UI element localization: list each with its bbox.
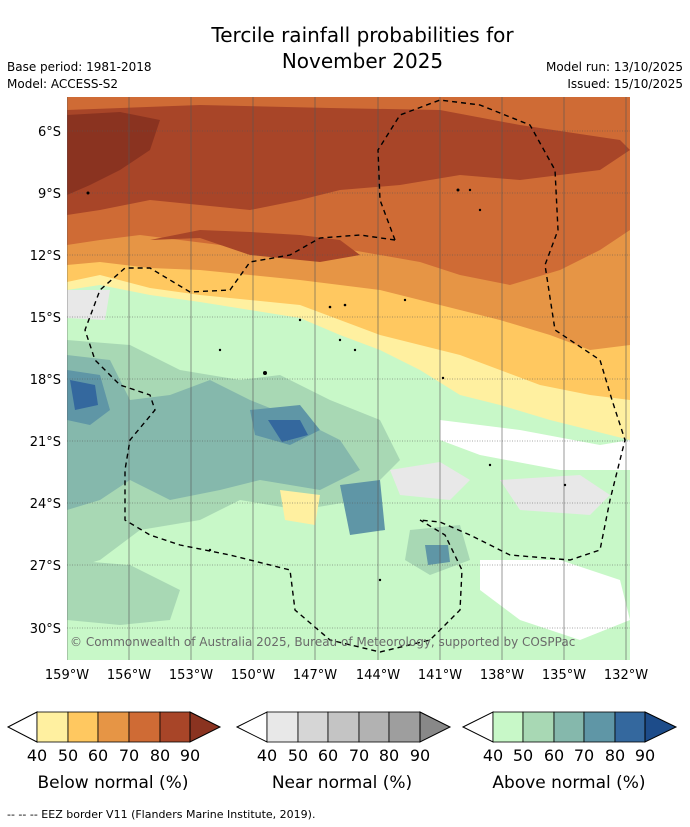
white-area: [480, 560, 630, 640]
colorbar-swatch: [492, 711, 524, 743]
lon-label: 138°W: [480, 668, 524, 683]
colorbar-extend-low: [235, 711, 268, 743]
lon-label: 135°W: [542, 668, 586, 683]
below-normal-40-patch: [280, 490, 320, 525]
colorbars: 40 50 60 70 80 90 Below normal (%) 40 50…: [6, 711, 678, 793]
lat-label: 9°S: [38, 187, 61, 202]
lon-label: 156°W: [107, 668, 151, 683]
below-normal-80-band: [150, 230, 360, 262]
lon-label: 153°W: [169, 668, 213, 683]
colorbar-tick: 90: [180, 746, 200, 765]
lon-label: 132°W: [604, 668, 648, 683]
lon-label: 159°W: [45, 668, 89, 683]
meta-left: Base period: 1981-2018 Model: ACCESS-S2: [7, 59, 152, 93]
lon-label: 141°W: [418, 668, 462, 683]
lat-label: 12°S: [30, 249, 61, 264]
colorbar-above-normal: 40 50 60 70 80 90 Above normal (%): [461, 711, 678, 793]
colorbar-swatch: [358, 711, 390, 743]
colorbar-tick: 60: [318, 746, 338, 765]
colorbar-tick: 60: [544, 746, 564, 765]
colorbar-tick: 80: [150, 746, 170, 765]
colorbar-tick: 40: [27, 746, 47, 765]
white-area: [440, 420, 630, 470]
colorbar-tick: 60: [88, 746, 108, 765]
lat-labels: 6°S 9°S 12°S 15°S 18°S 21°S 24°S 27°S 30…: [30, 125, 61, 637]
colorbar-extend-low: [6, 711, 38, 743]
above-normal-60: [67, 355, 360, 510]
colorbar-extend-high: [419, 711, 452, 743]
colorbar-swatch: [614, 711, 646, 743]
colorbar-extend-high: [644, 711, 678, 743]
colorbar-title: Near normal (%): [272, 773, 412, 793]
copyright-notice: © Commonwealth of Australia 2025, Bureau…: [70, 635, 575, 649]
title-line-2: November 2025: [281, 49, 444, 73]
near-normal-patch: [67, 290, 110, 320]
lat-label: 21°S: [30, 435, 61, 450]
colorbar-title: Above normal (%): [492, 773, 645, 793]
lat-label: 24°S: [30, 497, 61, 512]
colorbar-tick: 50: [58, 746, 78, 765]
above-normal-70: [425, 545, 450, 565]
title-line-1: Tercile rainfall probabilities for: [211, 23, 514, 47]
eez-border-cook-islands: [84, 234, 463, 653]
colorbar-tick: 70: [574, 746, 594, 765]
colorbar-tick: 70: [119, 746, 139, 765]
lat-label: 6°S: [38, 125, 61, 140]
lat-label: 15°S: [30, 311, 61, 326]
lat-label: 27°S: [30, 559, 61, 574]
lon-label: 150°W: [231, 668, 275, 683]
eez-legend-note: -- -- -- EEZ border V11 (Flanders Marine…: [7, 808, 316, 821]
colorbar-swatch: [266, 711, 299, 743]
colorbar-tick: 40: [257, 746, 277, 765]
above-normal-80: [70, 380, 98, 410]
islands: [86, 188, 567, 582]
colorbar-swatch: [583, 711, 616, 743]
meridians: [67, 97, 627, 660]
colorbar-extend-low: [461, 711, 494, 743]
colorbar-tick: 80: [379, 746, 399, 765]
model-name: Model: ACCESS-S2: [7, 77, 119, 91]
lon-label: 144°W: [356, 668, 400, 683]
colorbar-tick: 90: [635, 746, 655, 765]
colorbar-extend-high: [189, 711, 222, 743]
lon-labels: 159°W 156°W 153°W 150°W 147°W 144°W 141°…: [45, 668, 648, 683]
lat-label: 18°S: [30, 373, 61, 388]
colorbar-tick: 70: [349, 746, 369, 765]
near-normal-patch: [390, 462, 470, 500]
colorbar-title: Below normal (%): [38, 773, 189, 793]
colorbar-swatch: [159, 711, 191, 743]
below-normal-80: [67, 105, 630, 215]
colorbar-tick: 50: [288, 746, 308, 765]
colorbar-swatch: [553, 711, 585, 743]
base-period: Base period: 1981-2018: [7, 60, 152, 74]
colorbar-swatch: [36, 711, 69, 743]
colorbar-swatch: [297, 711, 329, 743]
above-normal-70: [340, 480, 385, 535]
colorbar-swatch: [67, 711, 99, 743]
lat-label: 30°S: [30, 622, 61, 637]
colorbar-below-normal: 40 50 60 70 80 90 Below normal (%): [6, 711, 222, 793]
below-normal-90: [67, 112, 160, 195]
colorbar-tick: 80: [605, 746, 625, 765]
colorbar-swatch: [128, 711, 161, 743]
above-normal-50: [67, 560, 180, 625]
model-run: Model run: 13/10/2025: [545, 60, 683, 74]
colorbar-swatch: [522, 711, 555, 743]
above-normal-80: [268, 420, 308, 442]
colorbar-near-normal: 40 50 60 70 80 90 Near normal (%): [235, 711, 452, 793]
eez-border-french-polynesia: [377, 99, 626, 561]
rainfall-map: 6°S 9°S 12°S 15°S 18°S 21°S 24°S 27°S 30…: [30, 97, 648, 683]
colorbar-tick: 90: [410, 746, 430, 765]
colorbar-swatch: [388, 711, 421, 743]
map-title: Tercile rainfall probabilities for Novem…: [0, 22, 690, 74]
lon-label: 147°W: [293, 668, 337, 683]
colorbar-tick: 50: [513, 746, 533, 765]
colorbar-tick: 40: [483, 746, 503, 765]
near-normal-patch: [500, 475, 610, 515]
probability-field: [67, 97, 630, 660]
meta-right: Model run: 13/10/2025 Issued: 15/10/2025: [546, 59, 683, 93]
issued-date: Issued: 15/10/2025: [567, 77, 683, 91]
colorbar-swatch: [327, 711, 360, 743]
colorbar-swatch: [97, 711, 130, 743]
